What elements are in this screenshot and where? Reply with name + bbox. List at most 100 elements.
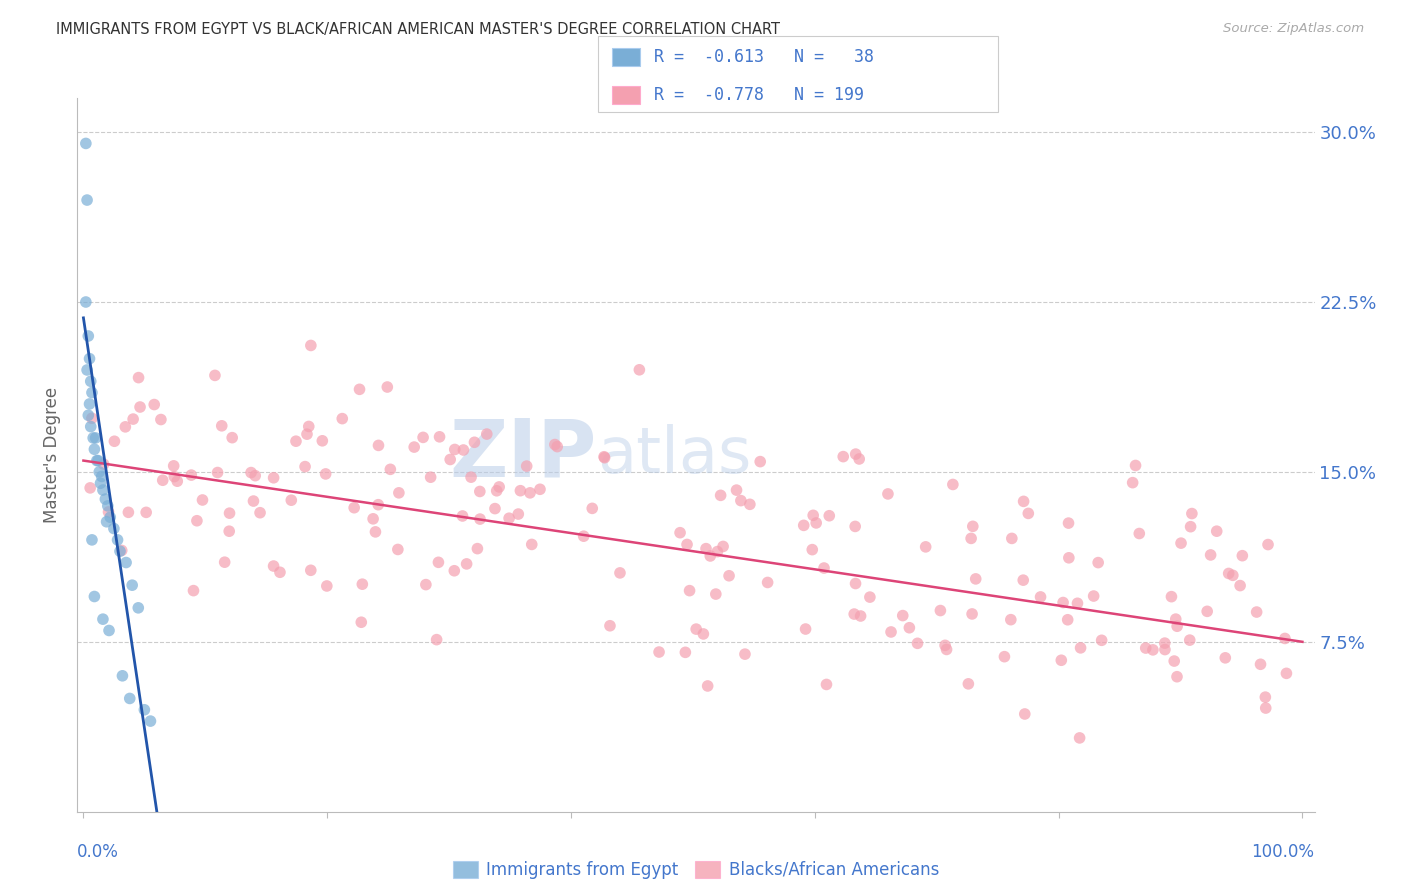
Point [299, 338, 322, 352]
Point [129, 400, 152, 414]
Point [83, 442, 105, 457]
Point [498, 511, 520, 525]
Point [134, 703, 156, 717]
Point [1250, 657, 1272, 672]
Point [844, 607, 866, 621]
Point [245, 468, 267, 483]
Point [298, 419, 321, 434]
Point [451, 508, 474, 523]
Point [75, 295, 97, 310]
Point [699, 549, 721, 563]
Point [1052, 595, 1074, 609]
Point [269, 566, 291, 580]
Point [1160, 590, 1182, 604]
Point [609, 566, 631, 580]
Point [738, 497, 761, 511]
Point [934, 638, 956, 652]
Point [1083, 589, 1105, 603]
Point [415, 577, 437, 591]
Point [443, 442, 465, 457]
Point [149, 412, 172, 426]
Point [960, 532, 983, 546]
Point [485, 483, 508, 498]
Point [93, 457, 115, 471]
Point [183, 583, 205, 598]
Point [94, 492, 117, 507]
Point [546, 440, 568, 454]
Point [350, 615, 373, 630]
Point [676, 537, 699, 551]
Point [519, 486, 541, 500]
Point [793, 518, 815, 533]
Text: 0.0%: 0.0% [77, 843, 120, 861]
Point [529, 483, 551, 497]
Point [859, 590, 882, 604]
Point [1057, 550, 1080, 565]
Point [794, 622, 817, 636]
Point [135, 505, 157, 519]
Point [80, 533, 103, 547]
Y-axis label: Master's Degree: Master's Degree [44, 387, 62, 523]
Point [1170, 536, 1192, 550]
Point [468, 484, 491, 499]
Point [163, 469, 186, 483]
Point [89, 476, 111, 491]
Point [844, 576, 866, 591]
Point [439, 452, 461, 467]
Point [186, 514, 208, 528]
Point [96, 515, 118, 529]
Point [467, 541, 489, 556]
Point [468, 512, 491, 526]
Point [107, 533, 129, 547]
Point [84, 431, 107, 445]
Point [91, 483, 114, 497]
Point [111, 543, 134, 558]
Point [214, 555, 236, 569]
Point [815, 677, 838, 691]
Point [848, 452, 870, 467]
Point [427, 555, 450, 569]
Point [1012, 494, 1035, 508]
Point [516, 459, 538, 474]
Point [121, 578, 143, 592]
Point [1056, 613, 1078, 627]
Point [935, 642, 957, 657]
Point [1181, 507, 1204, 521]
Point [367, 438, 389, 452]
Point [207, 466, 229, 480]
Point [544, 437, 567, 451]
Point [1164, 612, 1187, 626]
Point [593, 450, 616, 465]
Point [844, 519, 866, 533]
Point [249, 506, 271, 520]
Point [804, 516, 827, 530]
Point [1122, 475, 1144, 490]
Point [98, 624, 121, 638]
Point [1257, 537, 1279, 551]
Point [294, 459, 316, 474]
Point [330, 411, 353, 425]
Point [673, 645, 696, 659]
Point [1001, 532, 1024, 546]
Text: IMMIGRANTS FROM EGYPT VS BLACK/AFRICAN AMERICAN MASTER'S DEGREE CORRELATION CHAR: IMMIGRANTS FROM EGYPT VS BLACK/AFRICAN A… [56, 22, 780, 37]
Point [1222, 568, 1244, 582]
Text: R =  -0.613   N =   38: R = -0.613 N = 38 [654, 48, 873, 66]
Point [1274, 632, 1296, 646]
Point [263, 559, 285, 574]
Text: atlas: atlas [598, 424, 751, 486]
Point [89, 465, 111, 479]
Point [285, 434, 308, 449]
Point [669, 525, 692, 540]
Point [429, 430, 451, 444]
Point [143, 398, 166, 412]
Point [1163, 654, 1185, 668]
Point [127, 600, 149, 615]
Point [1197, 604, 1219, 618]
Point [1069, 731, 1091, 745]
Point [965, 572, 987, 586]
Point [242, 494, 264, 508]
Point [103, 522, 125, 536]
Point [818, 508, 841, 523]
Point [845, 447, 868, 461]
Point [91, 612, 114, 626]
